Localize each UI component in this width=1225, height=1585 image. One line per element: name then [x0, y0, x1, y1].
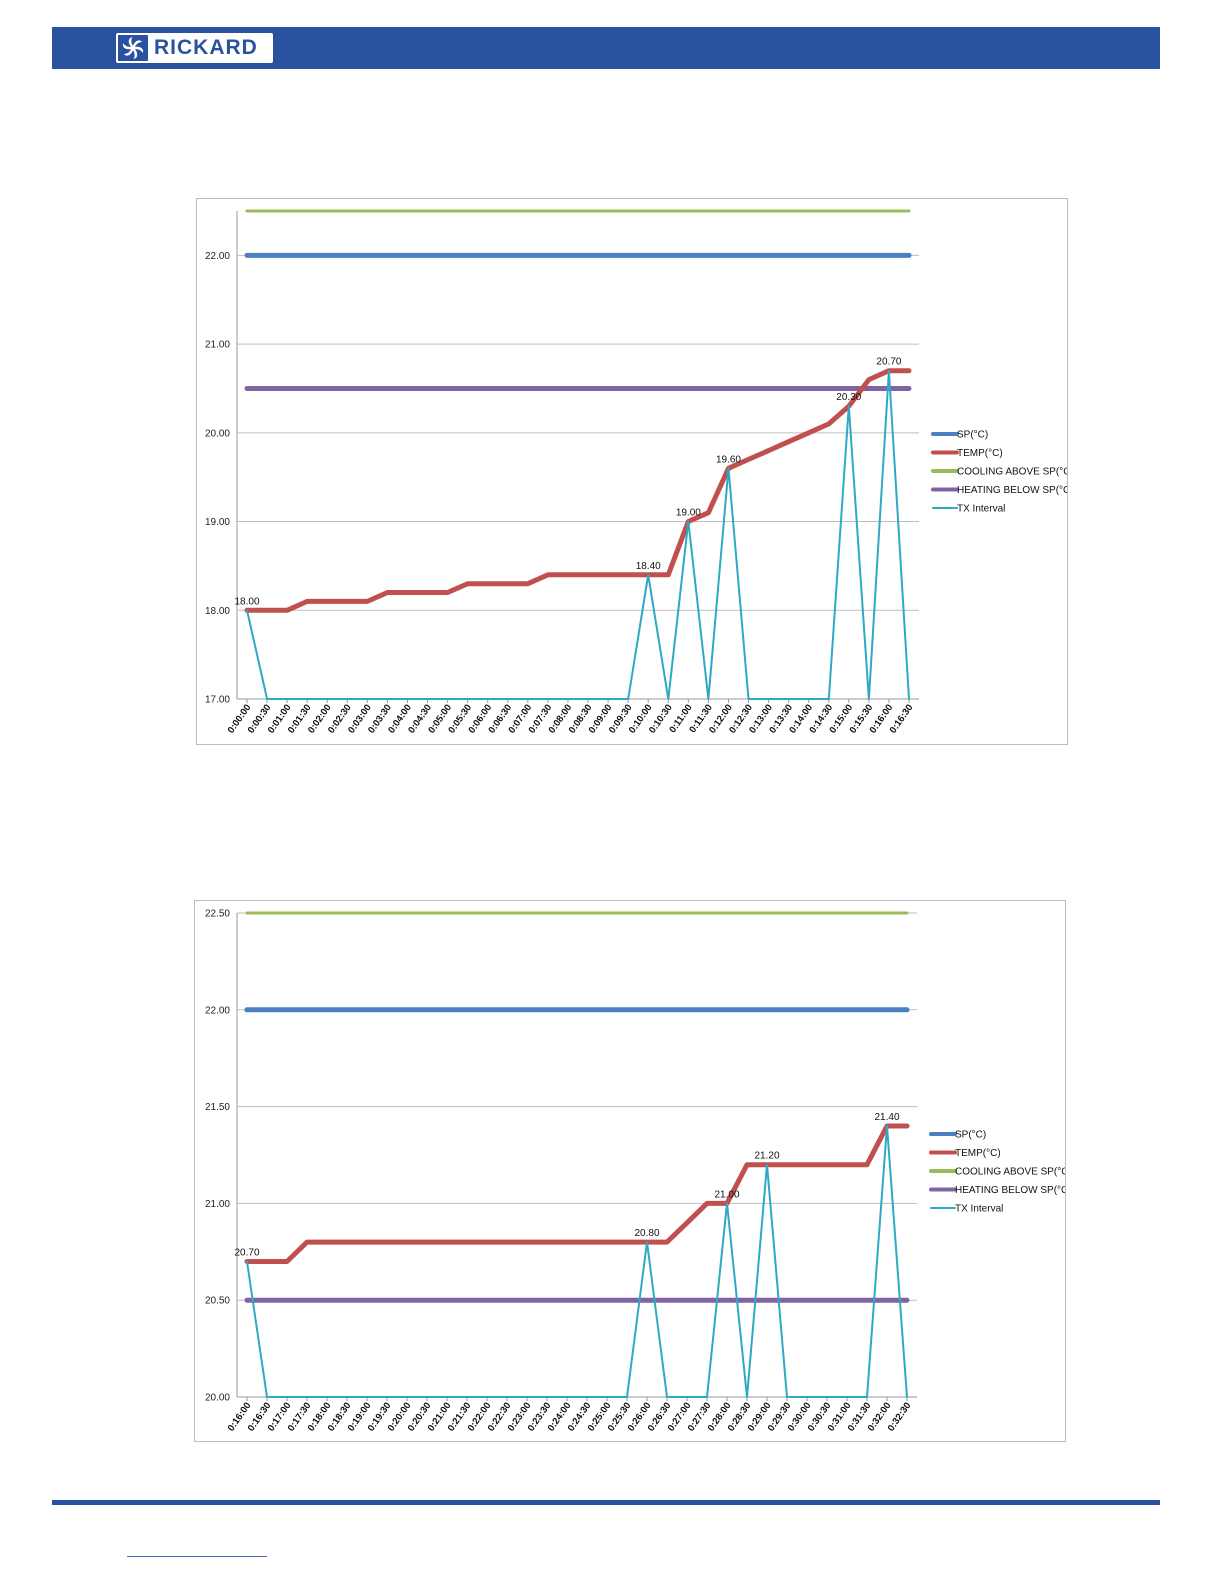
y-tick-label: 19.00 — [205, 517, 230, 528]
legend-label: COOLING ABOVE SP(°C) — [955, 1167, 1065, 1178]
data-label: 19.00 — [676, 508, 701, 519]
y-tick-label: 22.50 — [205, 909, 230, 920]
legend-label: TEMP(°C) — [957, 448, 1003, 459]
data-label: 20.70 — [876, 357, 901, 368]
logo-text: RICKARD — [154, 36, 258, 59]
legend-label: HEATING BELOW SP(°C) — [955, 1185, 1065, 1196]
legend-label: SP(°C) — [955, 1130, 986, 1141]
y-tick-label: 20.00 — [205, 1393, 230, 1404]
legend-label: TX Interval — [957, 504, 1005, 515]
y-tick-label: 22.00 — [205, 1005, 230, 1016]
series-line-temp — [244, 1123, 910, 1264]
temperature-chart-2: 20.00 20.50 21.00 21.50 22.00 22.50 0:16:00 0:1… — [194, 900, 1072, 1442]
y-tick-label: 18.00 — [205, 606, 230, 617]
data-label: 20.70 — [234, 1247, 259, 1258]
y-tick-label: 20.50 — [205, 1296, 230, 1307]
data-label: 21.40 — [874, 1112, 899, 1123]
legend-label: SP(°C) — [957, 430, 988, 441]
legend-label: HEATING BELOW SP(°C) — [957, 485, 1067, 496]
footer-divider — [52, 1500, 1160, 1505]
y-tick-label: 20.00 — [205, 428, 230, 439]
data-label: 18.00 — [234, 596, 259, 607]
y-tick-label: 21.00 — [205, 1199, 230, 1210]
chart-2-svg: 20.0020.5021.0021.5022.0022.500:16:000:1… — [205, 909, 1072, 1434]
y-tick-label: 21.00 — [205, 340, 230, 351]
legend-label: TX Interval — [955, 1204, 1003, 1215]
temperature-chart-1: 17.00 18.00 19.00 20.00 21.00 22.00 0:00:00 0:0… — [196, 198, 1074, 745]
legend-label: TEMP(°C) — [955, 1148, 1001, 1159]
y-tick-label: 17.00 — [205, 695, 230, 706]
y-tick-label: 22.00 — [205, 251, 230, 262]
chart-1-svg: 17.0018.0019.0020.0021.0022.000:00:000:0… — [205, 209, 1074, 736]
data-label: 19.60 — [716, 454, 741, 465]
data-label: 20.30 — [836, 392, 861, 403]
data-label: 21.00 — [714, 1189, 739, 1200]
y-tick-label: 21.50 — [205, 1102, 230, 1113]
data-label: 20.80 — [634, 1228, 659, 1239]
series-line-tx — [246, 369, 910, 700]
data-label: 18.40 — [636, 561, 661, 572]
legend-label: COOLING ABOVE SP(°C) — [957, 467, 1067, 478]
fan-icon — [118, 35, 148, 61]
rickard-logo: RICKARD — [116, 33, 273, 63]
footer-link-underline[interactable] — [127, 1556, 267, 1557]
data-label: 21.20 — [754, 1151, 779, 1162]
series-line-tx — [246, 1125, 908, 1398]
series-line-temp — [244, 368, 912, 613]
